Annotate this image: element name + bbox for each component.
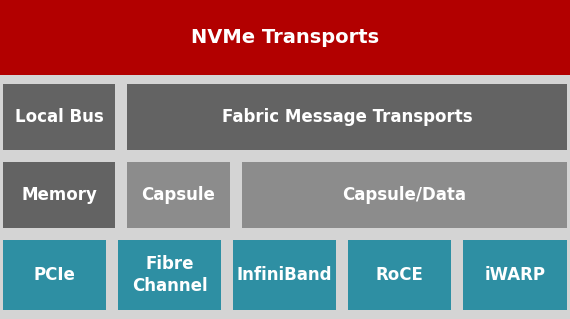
Bar: [3, 162, 115, 228]
Text: PCIe: PCIe: [34, 266, 75, 284]
Bar: [3, 240, 106, 310]
Text: Fabric Message Transports: Fabric Message Transports: [222, 108, 473, 126]
Text: NVMe Transports: NVMe Transports: [191, 28, 379, 47]
Bar: [127, 84, 567, 150]
Text: InfiniBand: InfiniBand: [237, 266, 332, 284]
Bar: [0, 0, 570, 75]
Text: Capsule: Capsule: [141, 186, 215, 204]
Text: Memory: Memory: [21, 186, 97, 204]
Text: Fibre
Channel: Fibre Channel: [132, 255, 207, 295]
Text: RoCE: RoCE: [376, 266, 424, 284]
Bar: [242, 162, 567, 228]
Bar: [463, 240, 567, 310]
Text: Local Bus: Local Bus: [15, 108, 103, 126]
Bar: [233, 240, 336, 310]
Text: iWARP: iWARP: [484, 266, 545, 284]
Text: Capsule/Data: Capsule/Data: [343, 186, 466, 204]
Bar: [3, 84, 115, 150]
Bar: [127, 162, 230, 228]
Bar: [348, 240, 451, 310]
Bar: [118, 240, 221, 310]
